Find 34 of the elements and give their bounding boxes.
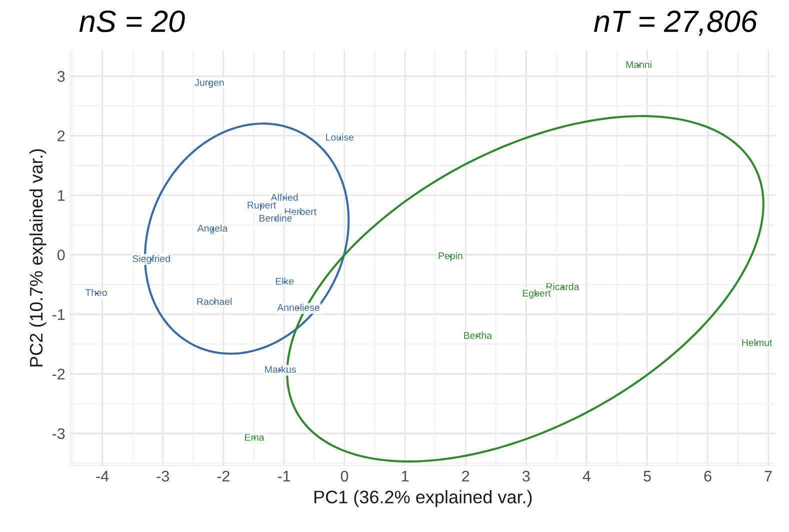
y-tick-label: 3	[57, 71, 65, 82]
x-tick-label: -2	[217, 470, 230, 482]
x-tick-label: 6	[704, 470, 712, 482]
data-label: Berdine	[260, 214, 292, 222]
data-label: Herbert	[284, 208, 316, 216]
data-label: Anneliese	[277, 304, 320, 311]
y-tick-label: 2	[58, 130, 65, 142]
text: nT = 27,806	[594, 10, 758, 36]
y-tick-label: -3	[52, 428, 65, 440]
x-tick-label: 0	[340, 470, 348, 482]
x-tick-label: 5	[644, 470, 651, 482]
x-tick-label: 3	[522, 470, 530, 482]
data-label: Rachael	[197, 298, 232, 305]
y-axis-title: PC2 (10.7% explained var.)	[29, 149, 46, 366]
x-tick-label: 4	[582, 470, 590, 482]
x-axis-title: PC1 (36.2% explained var.)	[314, 490, 532, 507]
x-tick-label: -1	[278, 470, 290, 482]
data-label: Bertha	[464, 332, 492, 339]
text: nS = 20	[79, 10, 185, 32]
data-label: Manni	[626, 60, 652, 68]
data-label: Theo	[85, 288, 107, 296]
data-label: Egbert	[522, 290, 551, 299]
y-tick-label: 0	[57, 250, 65, 260]
y-tick-label: -1	[52, 309, 65, 320]
x-tick-label: 1	[402, 470, 409, 482]
x-tick-label: -3	[156, 470, 169, 482]
x-tick-label: 7	[764, 470, 772, 482]
y-tick-label: 1	[58, 190, 65, 201]
data-label: Jurgen	[194, 79, 224, 88]
data-label: Siegfried	[132, 254, 170, 264]
x-tick-label: -4	[96, 470, 109, 482]
x-tick-label: 2	[462, 470, 470, 482]
y-tick-label: -2	[52, 368, 65, 380]
data-label: Rupert	[248, 202, 276, 210]
